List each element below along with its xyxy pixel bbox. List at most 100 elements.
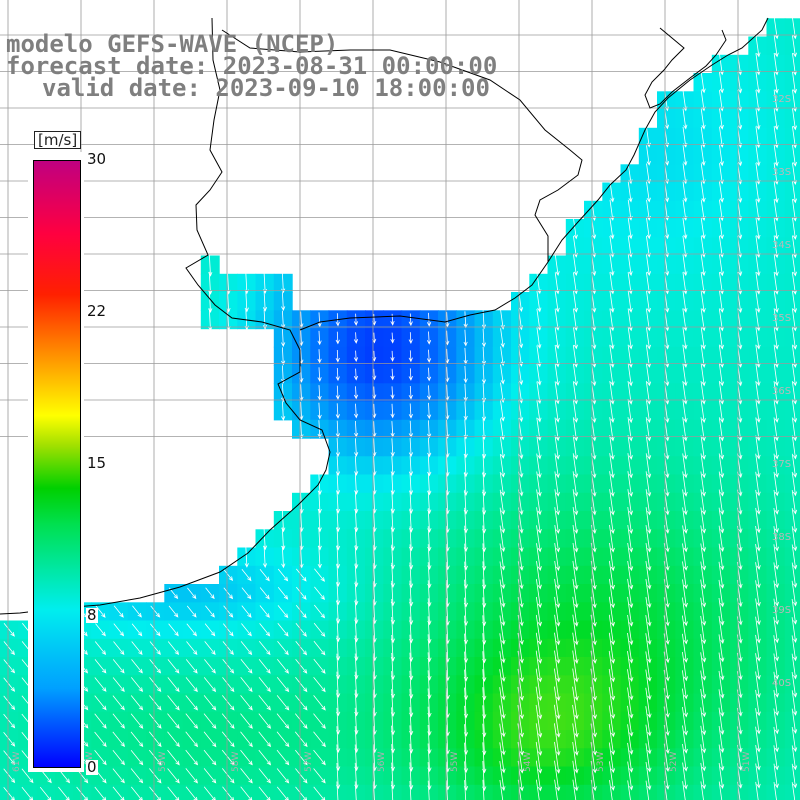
wind-arrow [276,731,290,748]
colorbar-tick-0: 0 [86,758,98,776]
wind-arrow [627,651,634,682]
wind-arrow [313,677,326,693]
wind-arrow [259,623,271,637]
wind-arrow [773,671,779,698]
wind-arrow [281,273,286,294]
wind-arrow [203,731,217,748]
wind-arrow [258,659,271,674]
wind-arrow [500,346,505,367]
wind-arrow [645,615,652,646]
wind-arrow [682,781,686,800]
wind-cell [784,602,800,622]
wind-arrow [221,749,235,766]
wind-arrow [755,181,761,203]
wind-arrow [682,254,688,277]
wind-arrow [313,768,326,784]
wind-arrow [499,597,506,627]
wind-arrow [112,677,125,693]
wind-arrow [313,658,326,674]
wind-arrow [718,362,725,387]
wind-arrow [609,507,615,535]
wind-arrow [700,489,706,516]
wind-arrow [536,381,542,405]
wind-arrow [150,605,161,618]
wind-arrow [294,695,308,711]
wind-cell [766,784,786,800]
wind-arrow [572,741,579,774]
wind-arrow [554,453,560,479]
wind-arrow [573,290,578,313]
wind-arrow [240,731,253,748]
wind-arrow [3,695,16,711]
wind-arrow [132,605,142,618]
wind-arrow [645,507,652,535]
wind-arrow [499,615,506,645]
wind-arrow [682,471,688,497]
wind-arrow [773,144,779,167]
wind-arrow [276,749,290,766]
wind-arrow [627,326,633,350]
wind-arrow [94,731,107,748]
wind-arrow [700,597,707,626]
wind-arrow [627,761,634,791]
wind-arrow [390,313,395,326]
wind-arrow [791,435,798,460]
wind-arrow [390,332,395,344]
wind-arrow [773,162,779,185]
wind-cell [511,784,530,800]
wind-arrow [573,254,578,276]
wind-arrow [627,705,634,737]
wind-arrow [463,329,468,347]
wind-arrow [718,634,725,663]
wind-arrow [295,658,308,674]
wind-arrow [572,489,579,516]
wind-arrow [682,633,688,663]
wind-arrow [314,586,325,601]
wind-arrow [792,107,797,131]
wind-cell [401,784,421,800]
wind-cell [784,255,800,275]
lat-label: 35S [772,313,792,324]
wind-arrow [554,543,561,572]
wind-arrow [627,453,633,479]
lon-label: 57W [304,751,314,772]
wind-arrow [609,435,615,460]
wind-cell [784,638,800,658]
wind-arrow [627,596,634,627]
wind-arrow [700,725,707,754]
wind-cell [784,401,800,421]
wind-arrow [167,731,180,748]
wind-cell [529,784,549,800]
wind-arrow [682,725,688,754]
wind-arrow [536,579,542,609]
wind-arrow [167,713,180,729]
wind-arrow [95,605,106,618]
wind-arrow [536,525,542,553]
wind-arrow [535,614,543,646]
wind-arrow [258,768,271,784]
wind-arrow [645,543,652,572]
wind-arrow [390,455,395,476]
wind-cell [784,383,800,403]
wind-arrow [719,181,724,203]
wind-cell [419,784,439,800]
wind-arrow [535,632,543,664]
wind-arrow [535,668,543,702]
wind-arrow [167,677,180,693]
wind-arrow [609,524,615,553]
wind-arrow [390,368,395,381]
wind-arrow [408,332,413,345]
wind-cell [602,784,622,800]
wind-arrow [373,781,375,800]
wind-arrow [536,363,542,386]
wind-arrow [481,310,487,330]
wind-arrow [700,762,706,790]
wind-arrow [755,562,761,589]
wind-arrow [205,587,215,600]
wind-arrow [645,579,652,609]
lat-label: 40S [772,678,792,689]
wind-arrow [627,471,633,497]
wind-arrow [645,633,652,664]
wind-arrow [700,652,707,681]
wind-arrow [700,707,707,736]
